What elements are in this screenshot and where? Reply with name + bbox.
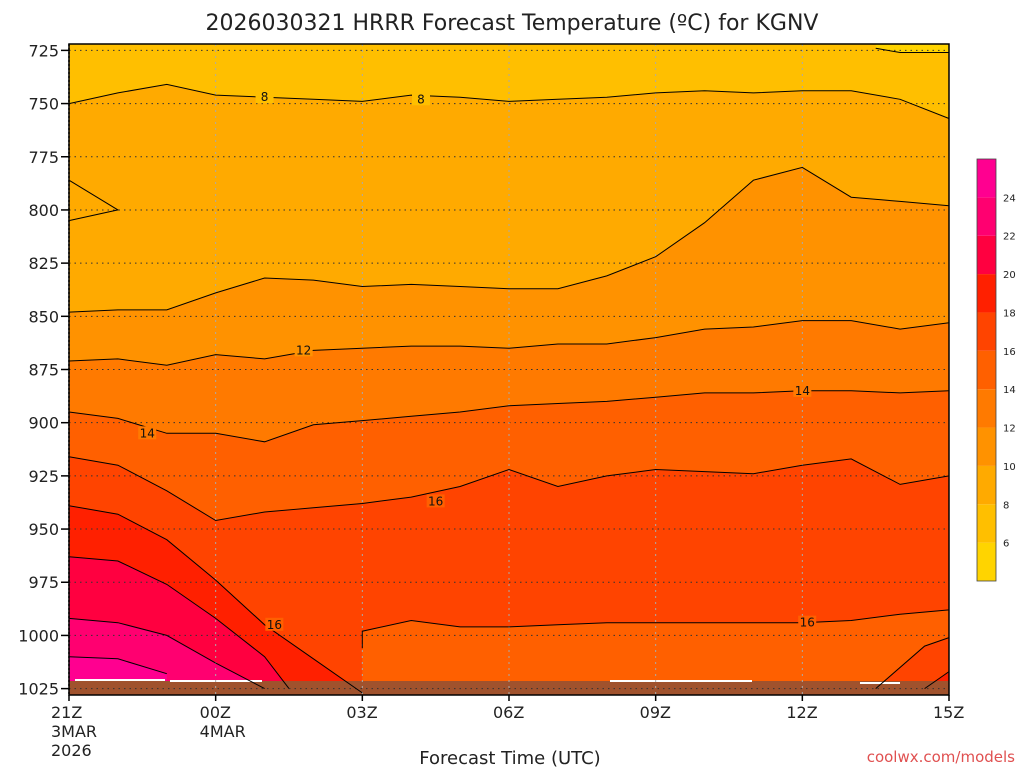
contour-label-5: 16: [267, 618, 282, 632]
contour-line-12-4: [68, 320, 950, 366]
contour-label-7: 14: [795, 384, 810, 398]
colorbar-band-7: [977, 274, 996, 313]
contour-label-1: 8: [417, 92, 425, 106]
contour-label-bg-7: [793, 383, 812, 397]
x-tick-date-1: 4MAR: [200, 722, 246, 741]
contour-label-bg-6: [798, 615, 817, 629]
contour-line-10-3: [68, 166, 950, 313]
x-axis-label: Forecast Time (UTC): [419, 748, 600, 768]
x-tick-label-3: 06Z: [493, 703, 524, 722]
ground-edge-0: [75, 679, 165, 681]
contour-label-3: 14: [140, 426, 155, 440]
colorbar-tick-label-8: 22: [1003, 232, 1016, 243]
colorbar-tick-label-9: 24: [1003, 193, 1016, 204]
contour-label-bg-0: [255, 90, 274, 104]
colorbar-band-5: [977, 350, 996, 390]
y-tick-label-8: 925: [28, 467, 59, 486]
contour-line-8-2: [875, 47, 949, 53]
x-tick-label-2: 03Z: [346, 703, 377, 722]
colorbar-band-10: [977, 159, 996, 198]
colorbar-tick-label-7: 20: [1003, 270, 1016, 281]
colorbar-band-2: [977, 465, 996, 505]
x-tick-label-4: 09Z: [640, 703, 671, 722]
contour-label-bg-4: [426, 494, 445, 508]
colorbar-band-8: [977, 235, 996, 275]
contour-label-bg-1: [412, 92, 430, 106]
contour-label-0: 8: [261, 90, 269, 104]
colorbar-tick-label-2: 10: [1003, 462, 1016, 473]
temperature-contours: 8 8 12 14 16 16 16 14: [68, 47, 950, 694]
contour-label-bg-5: [265, 617, 284, 631]
colorbar-legend: 6 8 10 12 14 16 18 20 22 24: [976, 158, 1016, 582]
y-tick-label-11: 1000: [18, 626, 59, 645]
contour-line-20-13: [924, 671, 950, 690]
y-tick-label-2: 775: [28, 148, 59, 167]
contour-line-8-1: [68, 83, 950, 119]
contour-line-18-8: [68, 505, 363, 694]
contour-label-6: 16: [800, 616, 815, 630]
colorbar-frame: [976, 158, 997, 582]
y-tick-label-6: 875: [28, 361, 59, 380]
fill-band-18-right: [875, 637, 949, 695]
contour-line-22-10: [68, 617, 265, 690]
ground-edge-4: [860, 682, 900, 684]
colorbar-tick-label-1: 8: [1003, 500, 1009, 511]
y-tick-label-5: 850: [28, 307, 59, 326]
colorbar-band-3: [977, 427, 996, 466]
y-tick-label-1: 750: [28, 95, 59, 114]
credit-link[interactable]: coolwx.com/models: [867, 748, 1015, 766]
contour-label-4: 16: [428, 494, 443, 508]
y-tick-label-0: 725: [28, 41, 59, 60]
y-tick-label-7: 900: [28, 414, 59, 433]
x-tick-label-1: 00Z: [200, 703, 231, 722]
contour-line-6-0: [68, 179, 120, 222]
y-axis-pressure: 725 750 775 800 825 850 875 900 925 950 975 1000 102…: [18, 41, 70, 699]
contour-line-20-9: [68, 556, 290, 689]
fill-band-16-lower: [362, 609, 949, 695]
ground-edge-3: [700, 680, 752, 682]
x-tick-year-0: 2026: [51, 741, 92, 760]
x-tick-date-0: 3MAR: [51, 722, 97, 741]
colorbar-tick-label-4: 14: [1003, 385, 1016, 396]
chart-title: 2026030321 HRRR Forecast Temperature (ºC…: [206, 11, 819, 36]
contour-label-2: 12: [296, 343, 311, 357]
contour-line-16-7: [361, 609, 950, 649]
x-tick-label-0: 21Z: [51, 703, 82, 722]
y-tick-label-4: 825: [28, 254, 59, 273]
colorbar-band-1: [977, 504, 996, 543]
colorbar-tick-label-0: 6: [1003, 539, 1009, 550]
x-tick-label-5: 12Z: [786, 703, 817, 722]
y-tick-label-3: 800: [28, 201, 59, 220]
colorbar-tick-label-6: 18: [1003, 308, 1016, 319]
contour-line-18-12: [875, 637, 950, 689]
colorbar-band-4: [977, 389, 996, 428]
colorbar-tick-label-5: 16: [1003, 347, 1016, 358]
y-tick-label-12: 1025: [18, 680, 59, 699]
colorbar-band-6: [977, 312, 996, 351]
y-tick-label-10: 975: [28, 573, 59, 592]
colorbar-band-9: [977, 197, 996, 236]
x-tick-label-6: 15Z: [933, 703, 964, 722]
colorbar-tick-label-3: 12: [1003, 424, 1016, 435]
contour-label-bg-2: [294, 343, 313, 357]
contour-label-bg-3: [138, 426, 157, 440]
contour-line-16-6: [68, 456, 950, 522]
colorbar-band-0: [977, 542, 996, 581]
ground-edge-2: [610, 680, 700, 682]
y-tick-label-9: 950: [28, 520, 59, 539]
contour-line-24-11: [68, 656, 167, 675]
